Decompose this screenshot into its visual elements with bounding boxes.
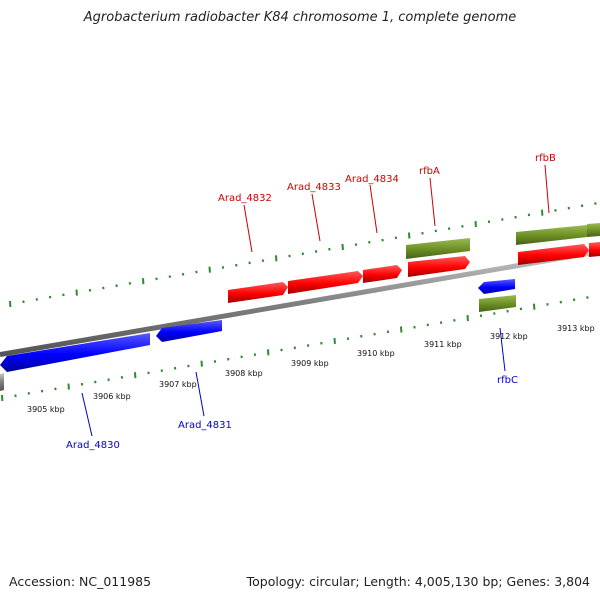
gene-arrow-arad-4832[interactable]: [228, 282, 288, 303]
feature-blocks: [406, 223, 600, 312]
kbp-label-3912: 3912 kbp: [490, 332, 528, 341]
gene-arrow-rfbc[interactable]: [478, 279, 515, 294]
map-title: Agrobacterium radiobacter K84 chromosome…: [83, 10, 517, 25]
gene-arrow-partial[interactable]: [0, 373, 4, 391]
leader-rfbb: [544, 164, 550, 214]
leader-arad-4832: [243, 204, 253, 253]
kbp-label-3907: 3907 kbp: [159, 380, 197, 389]
feature-block-partial-right[interactable]: [587, 223, 600, 237]
gene-arrow-arad-4831[interactable]: [156, 320, 222, 342]
gene-arrow-arad-4830[interactable]: [0, 333, 150, 372]
gene-label-arad-4834[interactable]: Arad_4834: [345, 174, 399, 185]
feature-block-rfbb[interactable]: [516, 225, 587, 245]
gene-label-rfbc[interactable]: rfbC: [497, 375, 518, 386]
kbp-label-3908: 3908 kbp: [225, 369, 263, 378]
kbp-label-3911: 3911 kbp: [424, 340, 462, 349]
gene-label-arad-4830[interactable]: Arad_4830: [66, 440, 120, 451]
kbp-label-3913: 3913 kbp: [557, 324, 595, 333]
gene-label-arad-4833[interactable]: Arad_4833: [287, 182, 341, 193]
kbp-label-3905: 3905 kbp: [27, 405, 65, 414]
label-leaders: [81, 164, 550, 437]
leader-rfba: [429, 177, 436, 227]
gene-label-arad-4832[interactable]: Arad_4832: [218, 193, 272, 204]
kbp-label-3909: 3909 kbp: [291, 359, 329, 368]
ruler-ticks-outer: [9, 202, 597, 308]
accession-text: Accession: NC_011985: [9, 574, 152, 589]
genome-summary-text: Topology: circular; Length: 4,005,130 bp…: [246, 574, 590, 589]
forward-strand-genes: [228, 242, 600, 303]
gene-label-arad-4831[interactable]: Arad_4831: [178, 420, 232, 431]
gene-labels: Arad_4830 Arad_4831 Arad_4832 Arad_4833 …: [66, 153, 556, 451]
gene-arrow-rfbb[interactable]: [518, 244, 589, 265]
leader-arad-4831: [195, 371, 205, 417]
chromosome-backbone: [0, 249, 600, 357]
kbp-label-3906: 3906 kbp: [93, 392, 131, 401]
feature-block-rfba[interactable]: [406, 238, 470, 259]
gene-label-rfbb[interactable]: rfbB: [535, 153, 556, 164]
gene-label-rfba[interactable]: rfbA: [419, 166, 440, 177]
leader-arad-4830: [81, 392, 93, 437]
gene-arrow-partial-right[interactable]: [589, 242, 600, 257]
gene-arrow-rfba[interactable]: [408, 256, 470, 277]
kbp-label-3910: 3910 kbp: [357, 349, 395, 358]
reverse-strand-genes: [0, 279, 515, 372]
leader-arad-4833: [311, 193, 321, 242]
leader-arad-4834: [369, 184, 378, 234]
feature-block-rfbc[interactable]: [479, 295, 516, 312]
ruler-ticks-inner: [1, 296, 589, 402]
leader-rfbc: [499, 327, 506, 372]
gene-arrow-arad-4834[interactable]: [363, 265, 402, 283]
ruler-labels: 3905 kbp 3906 kbp 3907 kbp 3908 kbp 3909…: [27, 324, 595, 414]
gene-arrow-arad-4833[interactable]: [288, 271, 363, 294]
